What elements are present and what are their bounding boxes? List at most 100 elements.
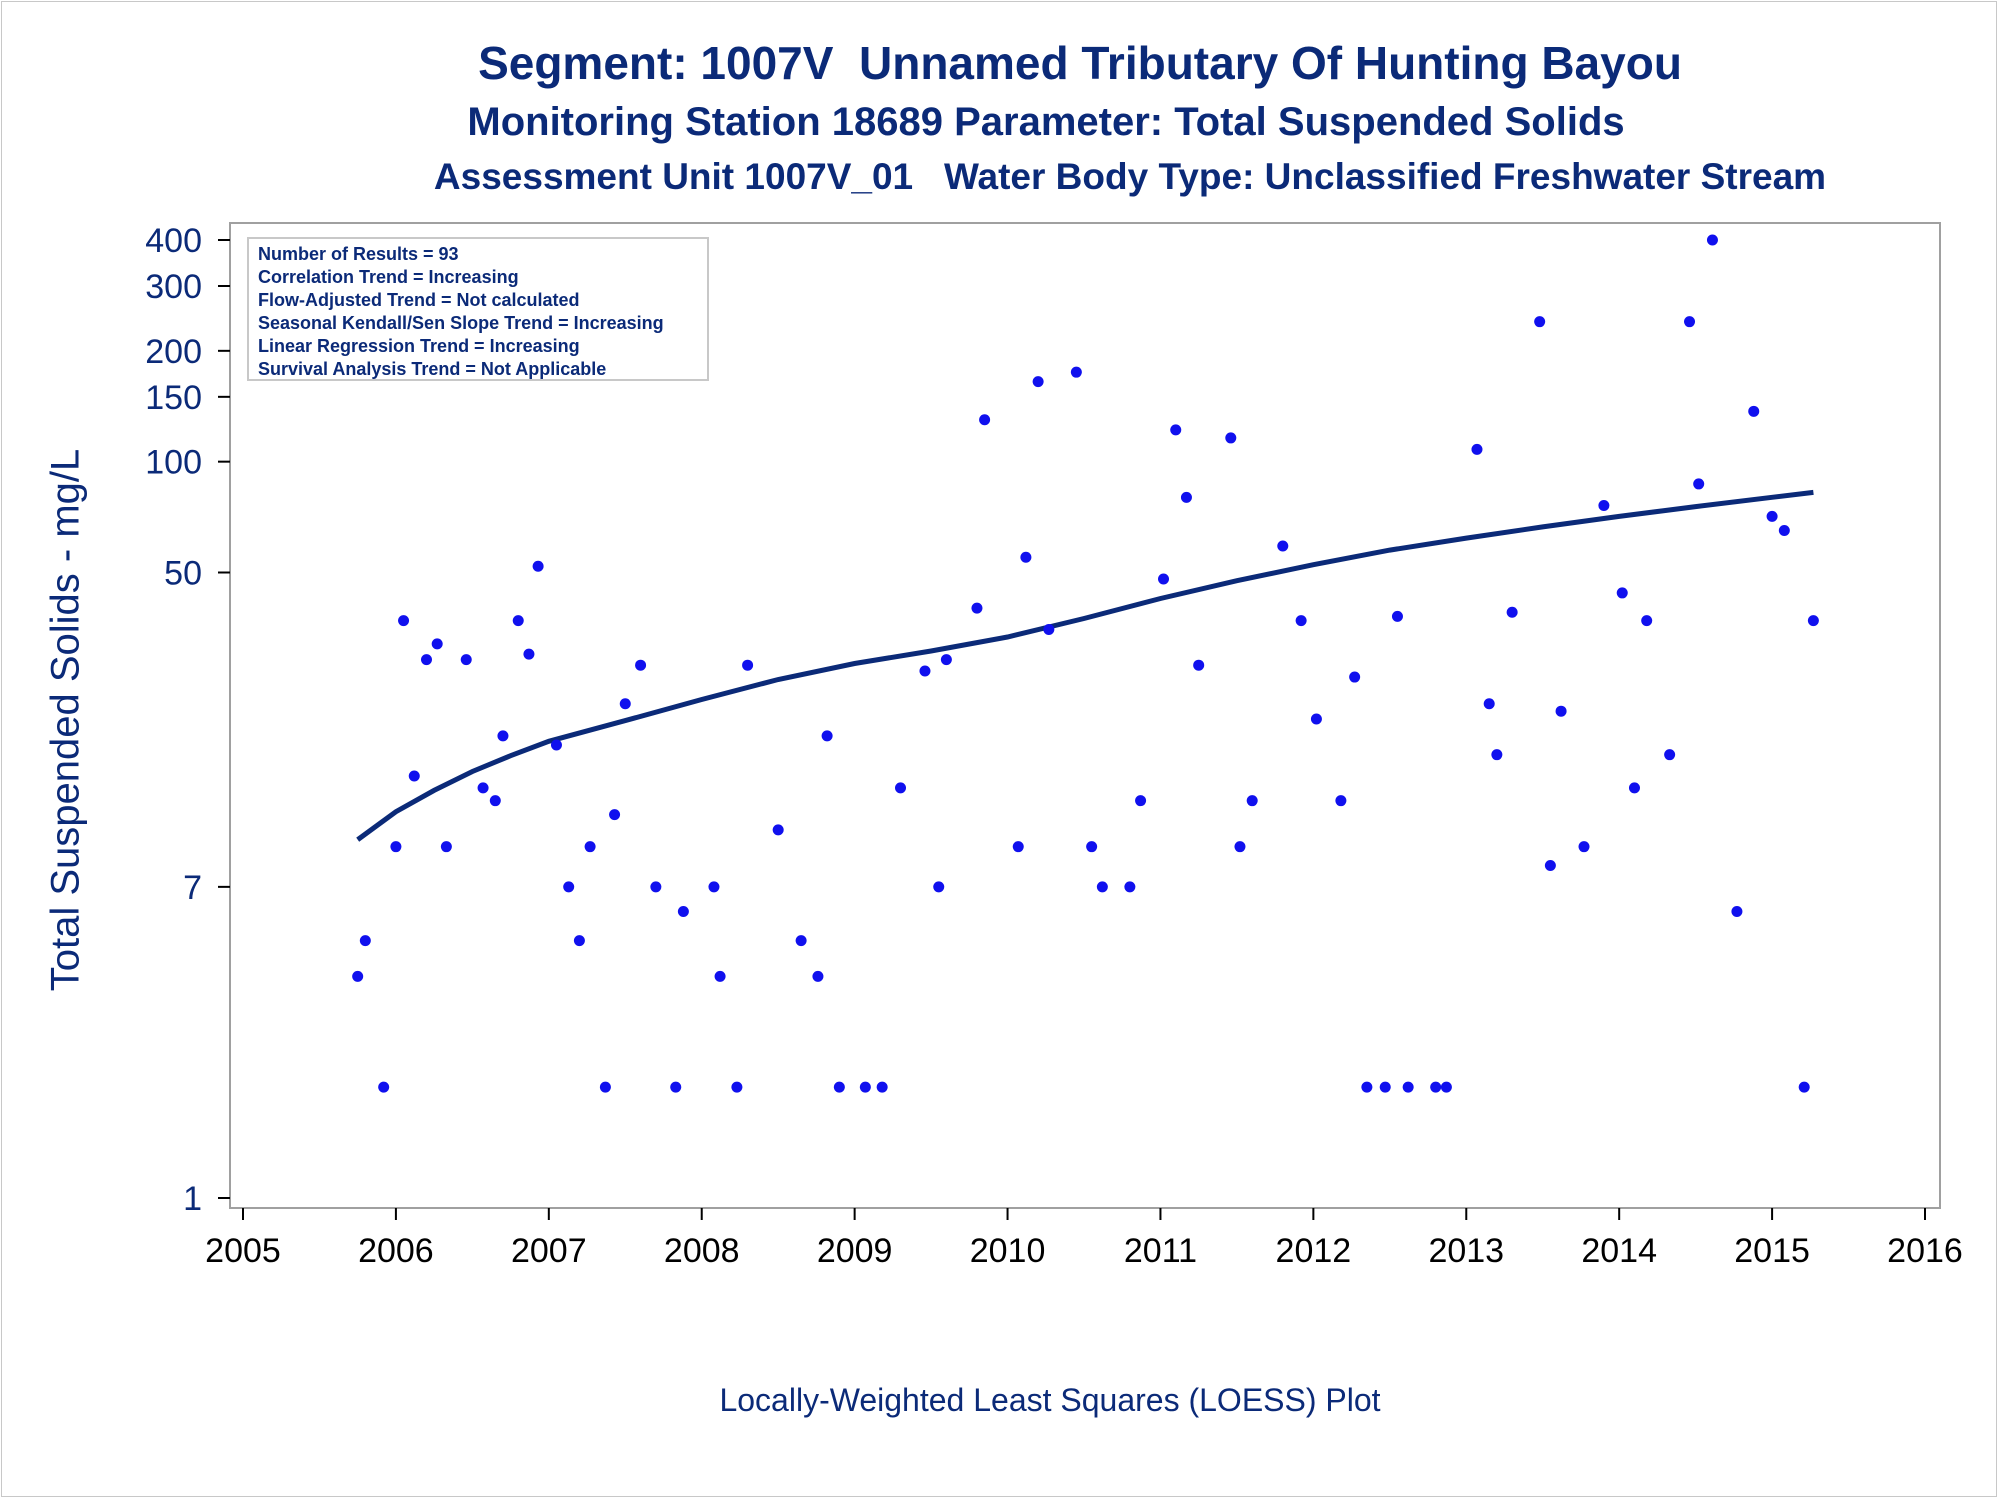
stats-line: Correlation Trend = Increasing xyxy=(258,267,519,287)
data-point xyxy=(708,881,720,893)
data-point xyxy=(933,881,945,893)
data-point xyxy=(1483,698,1495,710)
data-point xyxy=(420,654,432,666)
data-point xyxy=(940,654,952,666)
data-point xyxy=(1430,1081,1442,1093)
data-point xyxy=(742,659,754,671)
data-point xyxy=(1086,841,1098,853)
data-point xyxy=(408,770,420,782)
data-point xyxy=(1012,841,1024,853)
data-point xyxy=(714,970,726,982)
data-point xyxy=(1798,1081,1810,1093)
data-point xyxy=(795,935,807,947)
data-point xyxy=(584,841,596,853)
stats-line: Flow-Adjusted Trend = Not calculated xyxy=(258,290,580,310)
data-point xyxy=(1693,478,1705,490)
data-point xyxy=(378,1081,390,1093)
data-point xyxy=(359,935,371,947)
data-point xyxy=(1096,881,1108,893)
data-point xyxy=(1544,860,1556,872)
x-tick-label: 2011 xyxy=(1124,1232,1197,1270)
x-tick-label: 2013 xyxy=(1428,1232,1504,1270)
data-point xyxy=(1506,606,1518,618)
x-tick-label: 2008 xyxy=(664,1232,740,1270)
data-point xyxy=(650,881,662,893)
data-point xyxy=(1391,610,1403,622)
data-point xyxy=(523,648,535,660)
data-point xyxy=(1440,1081,1452,1093)
y-tick-label: 400 xyxy=(145,222,202,260)
data-point xyxy=(979,414,991,426)
y-tick-label: 200 xyxy=(145,333,202,371)
stats-line: Number of Results = 93 xyxy=(258,244,459,264)
data-point xyxy=(497,730,509,742)
data-point xyxy=(876,1081,888,1093)
data-point xyxy=(1135,795,1147,807)
data-point xyxy=(352,970,364,982)
data-point xyxy=(919,665,931,677)
data-point xyxy=(1124,881,1136,893)
data-point xyxy=(431,638,443,650)
data-point xyxy=(821,730,833,742)
data-point xyxy=(1598,500,1610,512)
stats-line: Seasonal Kendall/Sen Slope Trend = Incre… xyxy=(258,313,664,333)
x-tick-label: 2005 xyxy=(205,1232,281,1270)
axes: 2005 2006 2007 2008 2009 2010 2011 2012 2013 2014… xyxy=(145,222,1963,1270)
data-point xyxy=(1748,405,1760,417)
data-point xyxy=(1555,705,1567,717)
data-point xyxy=(460,654,472,666)
stats-box: Number of Results = 93 Correlation Trend … xyxy=(247,237,709,381)
data-point xyxy=(1158,573,1170,585)
y-tick-label: 100 xyxy=(145,444,202,482)
chart-title: Segment: 1007V Unnamed Tributary Of Hunt… xyxy=(478,37,1682,89)
x-tick-label: 2010 xyxy=(970,1232,1046,1270)
data-point xyxy=(1170,424,1182,436)
data-point xyxy=(635,659,647,671)
data-point xyxy=(1402,1081,1414,1093)
data-point xyxy=(1664,749,1676,761)
data-point xyxy=(812,970,824,982)
y-tick-label: 7 xyxy=(183,869,202,907)
data-point xyxy=(550,739,562,751)
data-point xyxy=(563,881,575,893)
y-tick-label: 50 xyxy=(164,554,202,592)
chart-subtitle-2: Assessment Unit 1007V_01 Water Body Type… xyxy=(433,156,1827,197)
data-point xyxy=(390,841,402,853)
data-point xyxy=(1032,376,1044,388)
data-point xyxy=(398,615,410,627)
data-point xyxy=(1807,615,1819,627)
data-point xyxy=(1731,906,1743,918)
stats-line: Survival Analysis Trend = Not Applicable xyxy=(258,359,606,379)
data-point xyxy=(1616,587,1628,599)
data-point xyxy=(1578,841,1590,853)
y-tick-label: 300 xyxy=(145,268,202,306)
data-point xyxy=(1310,713,1322,725)
data-point xyxy=(1361,1081,1373,1093)
data-point xyxy=(772,824,784,836)
data-point xyxy=(670,1081,682,1093)
x-tick-label: 2012 xyxy=(1276,1232,1352,1270)
data-point xyxy=(833,1081,845,1093)
plot-area xyxy=(229,222,1941,1209)
data-point xyxy=(532,560,544,572)
data-point xyxy=(1684,316,1696,328)
data-point xyxy=(1534,316,1546,328)
data-point xyxy=(1180,491,1192,503)
footnote: Locally-Weighted Least Squares (LOESS) P… xyxy=(719,1382,1381,1418)
y-axis-label: Total Suspended Solids - mg/L xyxy=(43,448,88,992)
data-point xyxy=(1193,659,1205,671)
data-point xyxy=(1766,510,1778,522)
data-point xyxy=(489,795,501,807)
data-point xyxy=(1020,551,1032,563)
data-point xyxy=(609,809,621,821)
data-point xyxy=(599,1081,611,1093)
data-point xyxy=(573,935,585,947)
chart-subtitle: Monitoring Station 18689 Parameter: Tota… xyxy=(467,100,1625,144)
data-point xyxy=(895,782,907,794)
data-point xyxy=(619,698,631,710)
data-point xyxy=(1706,234,1718,246)
data-point xyxy=(1070,366,1082,378)
data-point xyxy=(477,782,489,794)
